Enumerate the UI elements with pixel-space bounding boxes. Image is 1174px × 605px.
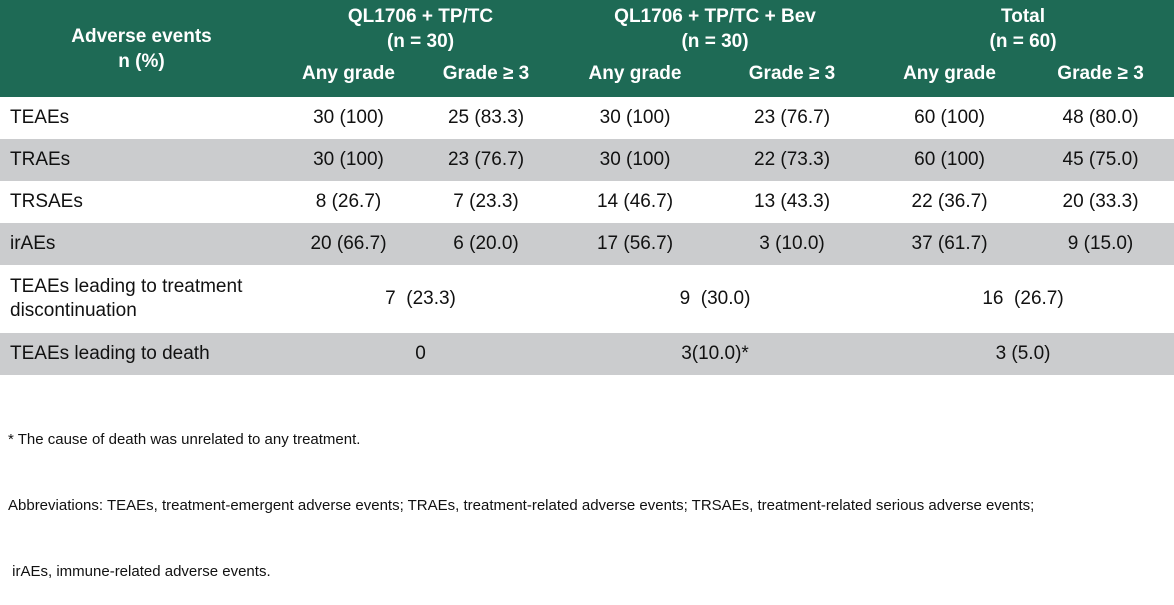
adverse-events-table: Adverse events n (%) QL1706 + TP/TC (n =… — [0, 0, 1174, 375]
group-header-line2: (n = 60) — [989, 30, 1057, 52]
cell-value: 6 (20.0) — [414, 223, 559, 265]
subheader-any-grade-2: Any grade — [558, 57, 713, 97]
subheader-grade3-3: Grade ≥ 3 — [1027, 57, 1174, 97]
table-row-traes: TRAEs 30 (100) 23 (76.7) 30 (100) 22 (73… — [0, 139, 1174, 181]
cell-value-merged: 9 (30.0) — [558, 265, 873, 333]
cell-value: 20 (66.7) — [283, 223, 414, 265]
cell-value: 60 (100) — [872, 97, 1028, 139]
corner-header-line1: Adverse events — [71, 25, 212, 47]
group-header-line1: QL1706 + TP/TC — [347, 5, 494, 27]
cell-value: 30 (100) — [283, 139, 414, 181]
cell-value-merged: 7 (23.3) — [283, 265, 559, 333]
subheader-grade3-1: Grade ≥ 3 — [414, 57, 559, 97]
row-label: TEAEs — [0, 97, 283, 139]
corner-header-adverse-events: Adverse events n (%) — [0, 0, 283, 97]
footnotes: * The cause of death was unrelated to an… — [0, 375, 1174, 605]
cell-value-merged: 3(10.0)* — [558, 333, 873, 375]
table-row-iraes: irAEs 20 (66.7) 6 (20.0) 17 (56.7) 3 (10… — [0, 223, 1174, 265]
subheader-grade3-2: Grade ≥ 3 — [712, 57, 873, 97]
cell-value: 23 (76.7) — [414, 139, 559, 181]
table-row-teaes-discontinuation: TEAEs leading to treatment discontinuati… — [0, 265, 1174, 333]
cell-value-merged: 0 — [283, 333, 559, 375]
cell-value: 22 (36.7) — [872, 181, 1028, 223]
table-row-teaes: TEAEs 30 (100) 25 (83.3) 30 (100) 23 (76… — [0, 97, 1174, 139]
cell-value: 45 (75.0) — [1027, 139, 1174, 181]
group-header-ql1706-tptc-bev: QL1706 + TP/TC + Bev (n = 30) — [558, 0, 873, 57]
cell-value: 8 (26.7) — [283, 181, 414, 223]
cell-value: 7 (23.3) — [414, 181, 559, 223]
cell-value: 30 (100) — [558, 97, 713, 139]
table-row-trsaes: TRSAEs 8 (26.7) 7 (23.3) 14 (46.7) 13 (4… — [0, 181, 1174, 223]
cell-value: 9 (15.0) — [1027, 223, 1174, 265]
cell-value: 14 (46.7) — [558, 181, 713, 223]
row-label: TRSAEs — [0, 181, 283, 223]
row-label: TRAEs — [0, 139, 283, 181]
cell-value: 17 (56.7) — [558, 223, 713, 265]
group-header-total: Total (n = 60) — [872, 0, 1174, 57]
cell-value: 30 (100) — [283, 97, 414, 139]
cell-value-merged: 16 (26.7) — [872, 265, 1174, 333]
cell-value: 25 (83.3) — [414, 97, 559, 139]
group-header-line2: (n = 30) — [681, 30, 749, 52]
cell-value-merged: 3 (5.0) — [872, 333, 1174, 375]
table-body: TEAEs 30 (100) 25 (83.3) 30 (100) 23 (76… — [0, 97, 1174, 375]
row-label: TEAEs leading to treatment discontinuati… — [0, 265, 283, 333]
subheader-any-grade-1: Any grade — [283, 57, 414, 97]
cell-value: 3 (10.0) — [712, 223, 873, 265]
cell-value: 13 (43.3) — [712, 181, 873, 223]
footnote-death-cause: * The cause of death was unrelated to an… — [8, 431, 361, 448]
row-label: irAEs — [0, 223, 283, 265]
cell-value: 23 (76.7) — [712, 97, 873, 139]
cell-value: 20 (33.3) — [1027, 181, 1174, 223]
group-header-line2: (n = 30) — [386, 30, 455, 52]
group-header-line1: QL1706 + TP/TC + Bev — [614, 5, 816, 27]
row-label: TEAEs leading to death — [0, 333, 283, 375]
group-header-ql1706-tptc: QL1706 + TP/TC (n = 30) — [283, 0, 559, 57]
table-row-teaes-death: TEAEs leading to death 0 3(10.0)* 3 (5.0… — [0, 333, 1174, 375]
corner-header-line2: n (%) — [118, 50, 165, 72]
group-header-row: Adverse events n (%) QL1706 + TP/TC (n =… — [0, 0, 1174, 97]
sub-header-row: Any grade Grade ≥ 3 Any grade Grade ≥ 3 … — [0, 57, 1174, 97]
cell-value: 48 (80.0) — [1027, 97, 1174, 139]
group-header-line1: Total — [1001, 5, 1046, 27]
footnote-abbreviations-cont: irAEs, immune-related adverse events. — [8, 563, 271, 580]
subheader-any-grade-3: Any grade — [872, 57, 1028, 97]
cell-value: 30 (100) — [558, 139, 713, 181]
table-header: Adverse events n (%) QL1706 + TP/TC (n =… — [0, 0, 1174, 97]
footnote-abbreviations: Abbreviations: TEAEs, treatment-emergent… — [8, 497, 1035, 514]
cell-value: 60 (100) — [872, 139, 1028, 181]
cell-value: 37 (61.7) — [872, 223, 1028, 265]
cell-value: 22 (73.3) — [712, 139, 873, 181]
